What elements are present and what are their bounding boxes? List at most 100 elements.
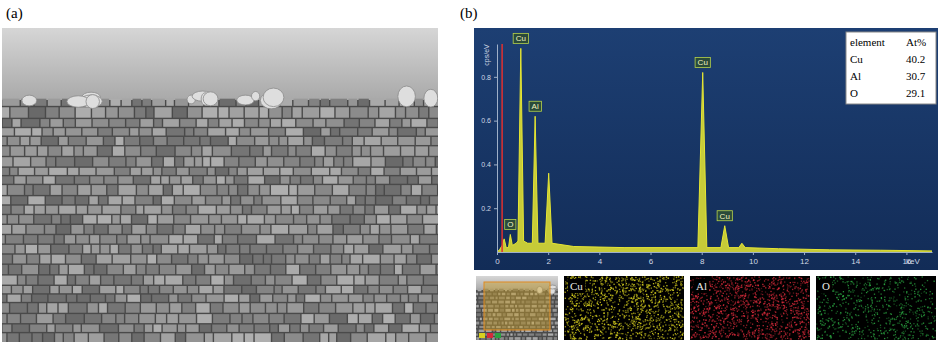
map-dot <box>621 286 622 287</box>
sem-grain <box>11 107 28 117</box>
sem-image <box>2 28 438 342</box>
sem-grain <box>125 314 138 323</box>
sem-grain <box>337 146 351 155</box>
sem-grain <box>117 235 126 243</box>
map-dot <box>670 290 671 291</box>
map-dot <box>639 319 640 320</box>
sem-grain <box>115 276 131 285</box>
sem-grain <box>255 265 270 274</box>
sem-grain <box>133 99 142 106</box>
sem-grain <box>98 146 111 155</box>
map-dot <box>571 276 572 277</box>
sem-grain <box>47 303 57 312</box>
axis-line <box>498 252 933 253</box>
sem-grain <box>347 235 362 243</box>
table-cell: 30.7 <box>906 70 926 82</box>
map-dot <box>680 281 681 282</box>
map-dot <box>626 312 627 313</box>
map-dot <box>638 284 639 285</box>
sem-grain <box>276 276 292 285</box>
sem-grain <box>97 255 112 264</box>
sem-grain <box>304 128 320 135</box>
map-dot <box>649 322 650 323</box>
sem-grain <box>240 325 254 332</box>
map-dot <box>637 327 638 328</box>
sem-grain <box>240 245 249 253</box>
sem-grain <box>152 99 165 106</box>
sem-grain <box>176 333 185 342</box>
map-dot <box>603 320 604 321</box>
map-dot <box>611 287 612 288</box>
sem-grain <box>421 196 428 204</box>
map-dot <box>627 303 628 304</box>
map-dot <box>574 296 575 297</box>
map-dot <box>658 318 659 319</box>
x-axis: 0246810121416 <box>495 252 932 266</box>
map-dot <box>624 305 625 306</box>
map-dot <box>652 323 653 324</box>
sem-grain <box>20 333 31 342</box>
sem-grain <box>432 255 438 264</box>
sem-grain <box>170 303 181 312</box>
sem-grain <box>412 185 421 195</box>
sem-grain <box>175 157 183 166</box>
map-dot <box>589 303 590 304</box>
sem-grain <box>435 314 438 323</box>
tick-label: 10 <box>749 257 758 266</box>
map-dot <box>627 308 628 309</box>
map-dot <box>641 303 642 304</box>
map-dot <box>619 323 620 324</box>
tick: 0 <box>495 252 500 266</box>
map-dot <box>671 303 672 304</box>
sem-grain <box>128 235 140 243</box>
map-dot <box>567 325 568 326</box>
sem-grain <box>305 295 319 302</box>
sem-grain <box>337 276 353 285</box>
sem-grain <box>88 303 98 312</box>
sem-grain <box>551 322 553 325</box>
map-dot <box>665 282 666 283</box>
sem-grain <box>555 305 558 308</box>
sem-grain <box>429 146 438 155</box>
map-dot <box>581 317 582 318</box>
map-dot <box>658 292 659 293</box>
map-dot <box>656 288 657 289</box>
sem-grain <box>359 168 370 175</box>
sem-grain <box>292 206 299 214</box>
map-dot <box>618 277 619 278</box>
map-dot <box>585 327 586 328</box>
map-dot <box>605 297 606 298</box>
sem-grain <box>167 314 178 323</box>
sem-grain <box>157 303 169 312</box>
map-dot <box>653 330 654 331</box>
sem-grain <box>145 333 160 342</box>
map-dot <box>572 295 573 296</box>
sem-grain <box>197 314 212 323</box>
sem-grain <box>266 303 276 312</box>
sem-grain <box>55 276 67 285</box>
map-dot <box>660 327 661 328</box>
tick-mark <box>651 252 652 255</box>
sem-grain <box>225 295 238 302</box>
sem-grain <box>193 196 205 204</box>
sem-grain <box>179 314 196 323</box>
sem-grain <box>515 337 521 340</box>
sem-grain <box>162 196 174 204</box>
map-dot <box>576 300 577 301</box>
sem-grain <box>396 314 410 323</box>
map-dot <box>617 291 618 292</box>
sem-grain <box>260 295 272 302</box>
map-dot <box>573 276 574 277</box>
sem-grain <box>162 245 177 253</box>
sem-grain <box>354 245 368 253</box>
map-dot <box>565 288 566 289</box>
sem-grain <box>368 286 378 293</box>
sem-grain <box>157 255 170 264</box>
map-dot <box>577 295 578 296</box>
map-dot <box>624 317 625 318</box>
sem-grain <box>315 185 331 195</box>
sem-grain <box>154 119 161 127</box>
sem-grain <box>298 196 312 204</box>
map-dot <box>639 279 640 280</box>
sem-grain <box>46 196 61 204</box>
